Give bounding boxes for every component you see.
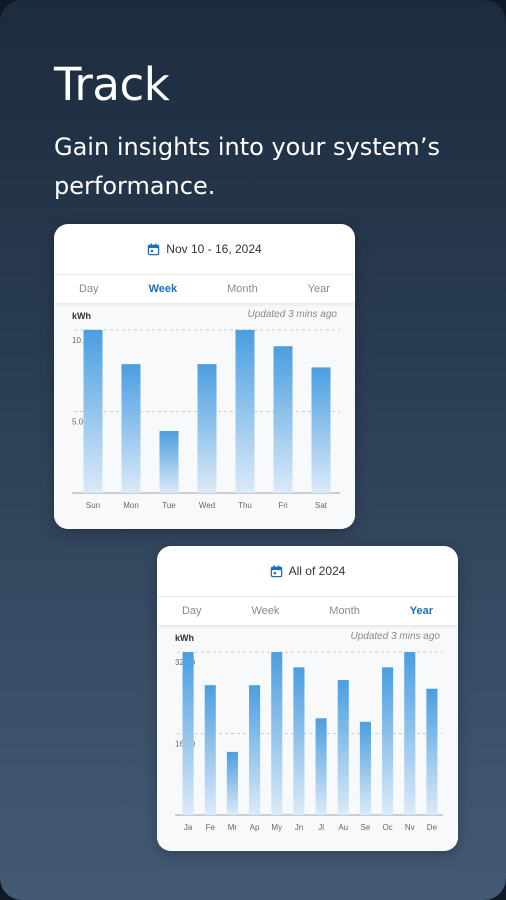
year-xtick-label: Jl xyxy=(318,823,324,832)
year-bar-chart: 160.0320.0JaFeMrApMyJnJlAuSeOcNvDe xyxy=(175,651,443,832)
year-period-tabs: Day Week Month Year xyxy=(157,597,458,625)
year-updated-text: Updated 3 mins ago xyxy=(350,631,440,642)
year-bar-jn[interactable] xyxy=(293,667,305,815)
year-xtick-label: Ap xyxy=(250,823,260,832)
year-bar-au[interactable] xyxy=(337,680,349,815)
calendar-icon xyxy=(148,242,160,255)
year-xtick-label: Jn xyxy=(295,823,303,832)
week-date-label: Nov 10 - 16, 2024 xyxy=(166,242,262,256)
year-bar-mr[interactable] xyxy=(226,751,238,815)
week-unit-label: kWh xyxy=(72,311,91,321)
week-xtick-label: Thu xyxy=(238,501,252,510)
year-unit-label: kWh xyxy=(175,633,194,643)
headline: Track xyxy=(54,58,170,111)
week-xtick-label: Fri xyxy=(278,501,288,510)
year-xtick-label: Mr xyxy=(228,823,238,832)
tab-year[interactable]: Year xyxy=(307,283,330,295)
week-date-header[interactable]: Nov 10 - 16, 2024 xyxy=(54,224,355,275)
tab-week[interactable]: Week xyxy=(251,605,280,617)
week-ytick-label: 5.0 xyxy=(72,417,84,426)
year-bar-oc[interactable] xyxy=(382,667,394,815)
tab-year[interactable]: Year xyxy=(409,605,434,617)
week-energy-card: Nov 10 - 16, 2024 Day Week Month Year kW… xyxy=(54,224,355,529)
calendar-icon xyxy=(270,564,282,577)
week-xtick-label: Mon xyxy=(123,501,139,510)
week-bar-wed[interactable] xyxy=(197,364,217,493)
week-xtick-label: Sat xyxy=(315,501,328,510)
year-date-header[interactable]: All of 2024 xyxy=(157,546,458,597)
week-ytick-label: 10.0 xyxy=(72,336,88,345)
tab-week[interactable]: Week xyxy=(148,283,178,295)
week-bar-tue[interactable] xyxy=(159,431,179,493)
week-bar-sun[interactable] xyxy=(83,329,103,493)
week-xtick-label: Sun xyxy=(86,501,100,510)
week-chart-area: kWh Updated 3 mins ago 5.0 10.0 Sun Mon Tue W… xyxy=(54,303,355,529)
year-bar-my[interactable] xyxy=(271,652,283,815)
tab-day[interactable]: Day xyxy=(79,283,99,295)
year-bar-de[interactable] xyxy=(426,688,438,815)
week-bar-sat[interactable] xyxy=(311,367,331,493)
year-date-label: All of 2024 xyxy=(288,564,346,578)
year-bar-ja[interactable] xyxy=(182,652,194,815)
year-chart-area: kWh Updated 3 mins ago 160.0320.0JaFeMrA… xyxy=(157,625,458,851)
tab-month[interactable]: Month xyxy=(329,605,360,617)
week-period-tabs: Day Week Month Year xyxy=(54,275,355,303)
year-bar-nv[interactable] xyxy=(404,652,416,815)
week-bar-fri[interactable] xyxy=(273,346,293,493)
week-xtick-label: Tue xyxy=(162,501,176,510)
year-energy-card: All of 2024 Day Week Month Year kWh Upda… xyxy=(157,546,458,851)
year-xtick-label: De xyxy=(427,823,438,832)
subheadline: Gain insights into your system’s perform… xyxy=(54,133,440,200)
week-bar-chart: 5.0 10.0 Sun Mon Tue Wed Thu Fri Sat xyxy=(72,329,340,510)
tab-month[interactable]: Month xyxy=(227,283,258,295)
year-xtick-label: Au xyxy=(338,823,348,832)
week-bar-mon[interactable] xyxy=(121,364,141,493)
year-xtick-label: Oc xyxy=(382,823,392,832)
year-bar-se[interactable] xyxy=(359,721,371,815)
year-bar-fe[interactable] xyxy=(204,685,216,815)
year-xtick-label: Ja xyxy=(184,823,193,832)
tab-day[interactable]: Day xyxy=(181,605,202,617)
year-bar-jl[interactable] xyxy=(315,718,327,815)
year-bar-ap[interactable] xyxy=(249,685,261,815)
year-xtick-label: Se xyxy=(361,823,371,832)
year-xtick-label: Fe xyxy=(206,823,216,832)
year-xtick-label: My xyxy=(271,823,282,832)
week-updated-text: Updated 3 mins ago xyxy=(247,309,337,320)
year-xtick-label: Nv xyxy=(405,823,415,832)
week-bar-thu[interactable] xyxy=(235,329,255,493)
week-xtick-label: Wed xyxy=(199,501,215,510)
